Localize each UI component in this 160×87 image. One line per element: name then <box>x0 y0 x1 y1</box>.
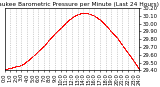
Title: Milwaukee Barometric Pressure per Minute (Last 24 Hours): Milwaukee Barometric Pressure per Minute… <box>0 2 159 7</box>
